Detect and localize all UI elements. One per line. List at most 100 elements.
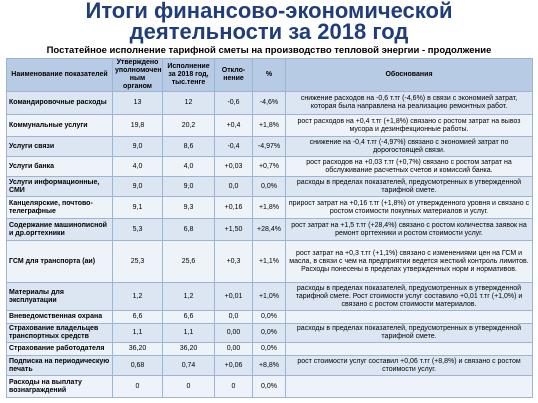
header-actual: Исполнение за 2018 год, тыс.тенге [162,58,215,92]
cell-basis: расходы в пределах показателей, предусмо… [285,323,533,343]
table-row: Подписка на периодическую печать 0,68 0,74… [6,355,533,376]
table-row: Коммунальные услуги 19,8 20,2 +0,4 +1,8% рост… [6,114,533,137]
table-row: Страхование владельцев транспортных сред… [6,323,533,343]
table-row: Услуги информационные, СМИ 9,0 9,0 0,0 0,0% р… [6,176,533,197]
cell-percent: +28,4% [252,218,286,241]
cell-approved: 1,1 [112,323,163,343]
table-row: Услуги связи 9,0 8,6 -0,4 -4,97% снижение на … [6,136,533,157]
table-row: Содержание машинописной и др.оргтехники 5… [6,218,533,241]
cell-basis: рост затрат на +0,3 т.тг (+1,1%) связано… [285,240,533,283]
cell-indicator-name: Услуги информационные, СМИ [6,176,113,197]
cell-approved: 36,20 [112,342,163,356]
cell-approved: 0,68 [112,355,163,376]
cell-basis: рост стоимости услуг составил +0,06 т.тг… [285,355,533,376]
page-title: Итоги финансово-экономической деятельнос… [0,0,538,44]
cell-approved: 6,6 [112,310,163,324]
cell-indicator-name: Услуги банка [6,156,113,177]
cell-percent: +1,8% [252,114,286,137]
cell-actual: 6,8 [162,218,215,241]
cell-basis: расходы в пределах показателей, предусмо… [285,176,533,197]
cell-deviation: +1,50 [214,218,253,241]
header-basis: Обоснования [285,58,533,92]
cell-indicator-name: Материалы для эксплуатации [6,282,113,311]
cell-percent: 0,0% [252,176,286,197]
table-row: Расходы на выплату вознаграждений 0 0 0 0,0% [6,375,533,398]
cell-basis [285,375,533,398]
cell-basis [285,310,533,324]
cell-basis [285,342,533,356]
cell-indicator-name: Коммунальные услуги [6,114,113,137]
cell-actual: 9,0 [162,176,215,197]
cell-deviation: +0,06 [214,355,253,376]
cell-percent: +0,7% [252,156,286,177]
cell-approved: 13 [112,91,163,115]
cell-deviation: -0,6 [214,91,253,115]
cell-deviation: 0,0 [214,176,253,197]
cell-approved: 1,2 [112,282,163,311]
cell-approved: 9,0 [112,176,163,197]
cell-approved: 4,0 [112,156,163,177]
cell-approved: 19,8 [112,114,163,137]
cell-indicator-name: Страхование работодателя [6,342,113,356]
cell-approved: 0 [112,375,163,398]
cell-approved: 5,3 [112,218,163,241]
cell-actual: 12 [162,91,215,115]
table-header-row: Наименование показателей Утверждено упол… [6,58,533,92]
cell-percent: +1,1% [252,240,286,283]
cell-deviation: 0,0 [214,310,253,324]
table-row: Страхование работодателя 36,20 36,20 0,00 0,… [6,342,533,356]
cell-percent: 0,0% [252,310,286,324]
title-line-1: Итоги финансово-экономической [85,0,453,23]
cell-basis: рост затрат на +1,5 т.тг (+28,4%) связан… [285,218,533,241]
cell-percent: 0,0% [252,323,286,343]
cell-percent: +8,8% [252,355,286,376]
cell-basis: рост расходов на +0,4 т.тг (+1,8%) связа… [285,114,533,137]
cell-deviation: 0 [214,375,253,398]
table-body: Командировочные расходы 13 12 -0,6 -4,6% сниж… [6,91,533,398]
header-percent: % [252,58,286,92]
cell-deviation: +0,16 [214,196,253,219]
cell-indicator-name: Услуги связи [6,136,113,157]
title-line-2: деятельности за 2018 год [129,19,409,44]
cell-percent: 0,0% [252,342,286,356]
cell-indicator-name: Подписка на периодическую печать [6,355,113,376]
cell-indicator-name: Вневедомственная охрана [6,310,113,324]
cell-deviation: +0,4 [214,114,253,137]
cell-deviation: +0,01 [214,282,253,311]
cell-indicator-name: Страхование владельцев транспортных сред… [6,323,113,343]
cell-deviation: +0,3 [214,240,253,283]
cell-basis: прирост затрат на +0,16 т.тг (+1,8%) от … [285,196,533,219]
header-indicator-name: Наименование показателей [6,58,113,92]
cell-basis: снижение на -0,4 т.тг (-4,97%) связано с… [285,136,533,157]
table-row: Материалы для эксплуатации 1,2 1,2 +0,01 +1,… [6,282,533,311]
cell-basis: расходы в пределах показателей, предусмо… [285,282,533,311]
table-row: Канцелярские, почтово-телеграфные 9,1 9,3 +… [6,196,533,219]
cell-percent: 0,0% [252,375,286,398]
cell-actual: 25,6 [162,240,215,283]
cell-indicator-name: Командировочные расходы [6,91,113,115]
table-row: ГСМ для транспорта (аи) 25,3 25,6 +0,3 +1,1%… [6,240,533,283]
cell-deviation: -0,4 [214,136,253,157]
table-row: Командировочные расходы 13 12 -0,6 -4,6% сниж… [6,91,533,115]
cell-indicator-name: Содержание машинописной и др.оргтехники [6,218,113,241]
cell-actual: 6,6 [162,310,215,324]
cell-percent: +1,8% [252,196,286,219]
table-subtitle: Постатейное исполнение тарифной сметы на… [46,45,492,56]
cell-approved: 9,1 [112,196,163,219]
cell-actual: 4,0 [162,156,215,177]
cell-indicator-name: Канцелярские, почтово-телеграфные [6,196,113,219]
cell-actual: 9,3 [162,196,215,219]
cell-approved: 9,0 [112,136,163,157]
cell-percent: -4,97% [252,136,286,157]
cell-actual: 1,2 [162,282,215,311]
cell-approved: 25,3 [112,240,163,283]
cell-basis: рост расходов на +0,03 т.тг (+0,7%) связ… [285,156,533,177]
cell-percent: +1,0% [252,282,286,311]
cell-percent: -4,6% [252,91,286,115]
cell-actual: 0 [162,375,215,398]
cell-actual: 8,6 [162,136,215,157]
cell-actual: 1,1 [162,323,215,343]
cell-deviation: 0,00 [214,323,253,343]
header-deviation: Откло-нение [214,58,253,92]
cell-indicator-name: ГСМ для транспорта (аи) [6,240,113,283]
